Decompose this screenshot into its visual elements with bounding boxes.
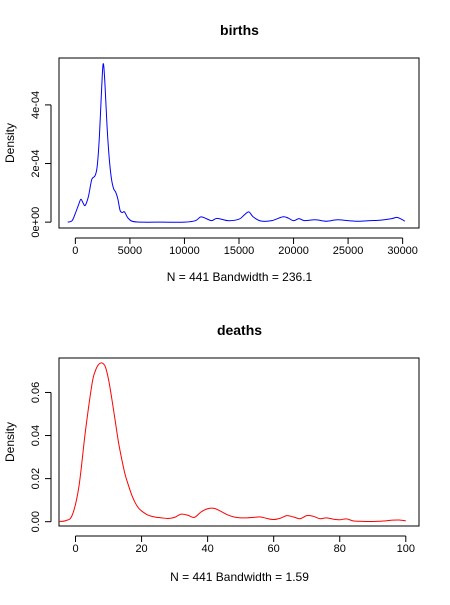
x-tick-label: 10000 xyxy=(169,245,200,257)
y-tick-label: 4e-04 xyxy=(30,91,42,119)
density-line xyxy=(59,362,406,523)
density-line xyxy=(67,63,406,223)
y-axis: 0e+00 2e-04 4e-04 xyxy=(30,91,52,238)
y-tick-label: 0e+00 xyxy=(30,207,42,238)
x-axis: 0 5000 10000 15000 20000 25000 30000 xyxy=(72,237,418,257)
chart-title: deaths xyxy=(217,322,262,338)
x-tick-label: 0 xyxy=(72,543,78,555)
x-tick-label: 20000 xyxy=(278,245,309,257)
chart-title: births xyxy=(220,22,259,38)
density-series xyxy=(67,63,406,223)
y-tick-label: 0.06 xyxy=(30,382,42,403)
x-tick-label: 30000 xyxy=(387,245,418,257)
x-tick-label: 25000 xyxy=(333,245,364,257)
x-axis-label: N = 441 Bandwidth = 236.1 xyxy=(167,270,313,284)
x-tick-label: 60 xyxy=(268,543,280,555)
y-tick-label: 2e-04 xyxy=(30,149,42,177)
births-panel: births Density N = 441 Bandwidth = 236.1… xyxy=(3,22,420,284)
x-tick-label: 40 xyxy=(201,543,213,555)
x-tick-label: 100 xyxy=(397,543,415,555)
x-tick-label: 5000 xyxy=(118,245,142,257)
y-tick-label: 0.00 xyxy=(30,511,42,532)
y-axis-label: Density xyxy=(3,422,17,462)
x-tick-label: 80 xyxy=(334,543,346,555)
x-axis-label: N = 441 Bandwidth = 1.59 xyxy=(170,570,309,584)
density-series xyxy=(59,362,406,523)
plot-box xyxy=(58,57,420,229)
y-tick-label: 0.02 xyxy=(30,468,42,489)
deaths-panel: deaths Density N = 441 Bandwidth = 1.59 … xyxy=(3,322,420,584)
x-axis: 0 20 40 60 80 100 xyxy=(72,535,415,555)
y-tick-label: 0.04 xyxy=(30,425,42,446)
x-tick-label: 0 xyxy=(72,245,78,257)
x-tick-label: 15000 xyxy=(224,245,255,257)
y-axis: 0.00 0.02 0.04 0.06 xyxy=(30,382,52,532)
y-axis-label: Density xyxy=(3,123,17,163)
plot-box xyxy=(58,357,420,527)
x-tick-label: 20 xyxy=(135,543,147,555)
